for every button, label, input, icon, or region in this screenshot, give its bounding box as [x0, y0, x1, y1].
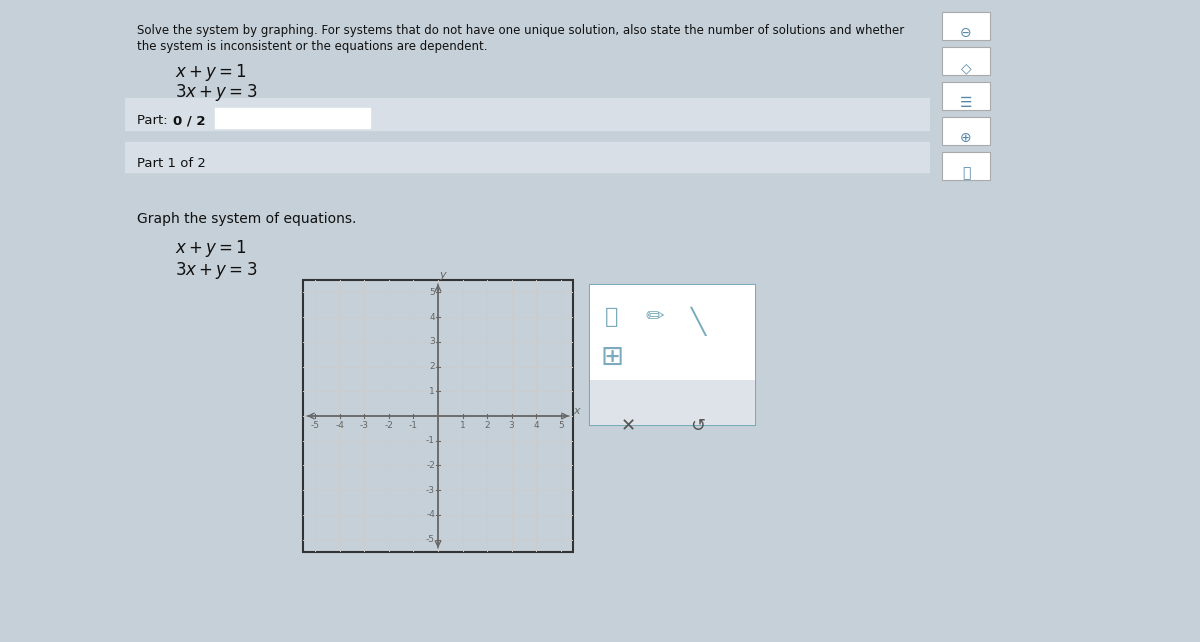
Bar — [125, 142, 930, 172]
Text: ⊖: ⊖ — [960, 26, 972, 40]
Text: y: y — [439, 270, 445, 281]
Text: ╲: ╲ — [690, 307, 706, 336]
Bar — [942, 47, 990, 75]
Text: $3x+y=3$: $3x+y=3$ — [175, 82, 257, 103]
Text: -2: -2 — [426, 461, 436, 470]
Bar — [590, 285, 755, 425]
Text: ◇: ◇ — [961, 61, 971, 75]
Text: ✕: ✕ — [620, 417, 636, 435]
Text: 1: 1 — [430, 386, 436, 395]
Text: 3: 3 — [509, 421, 515, 430]
Text: Part:: Part: — [137, 114, 172, 127]
Text: ⬜: ⬜ — [605, 307, 619, 327]
Text: 🖨: 🖨 — [962, 166, 970, 180]
Text: Part 1 of 2: Part 1 of 2 — [137, 157, 206, 170]
Text: -5: -5 — [311, 421, 319, 430]
Text: 4: 4 — [430, 313, 436, 322]
Text: ☰: ☰ — [960, 96, 972, 110]
Text: 4: 4 — [533, 421, 539, 430]
Text: 1: 1 — [460, 421, 466, 430]
Text: 2: 2 — [430, 362, 436, 371]
Text: the system is inconsistent or the equations are dependent.: the system is inconsistent or the equati… — [137, 40, 487, 53]
Bar — [215, 108, 370, 128]
Text: ⊕: ⊕ — [960, 131, 972, 145]
Text: -3: -3 — [426, 486, 436, 495]
Bar — [302, 280, 574, 552]
Text: Graph the system of equations.: Graph the system of equations. — [137, 212, 356, 226]
Text: -2: -2 — [384, 421, 394, 430]
Bar — [590, 285, 755, 380]
Text: ↺: ↺ — [690, 417, 706, 435]
Text: -4: -4 — [335, 421, 344, 430]
Text: 0 / 2: 0 / 2 — [173, 114, 205, 127]
Text: $x+y=1$: $x+y=1$ — [175, 238, 247, 259]
Text: $x+y=1$: $x+y=1$ — [175, 62, 247, 83]
Text: 5: 5 — [430, 288, 436, 297]
Text: -3: -3 — [360, 421, 368, 430]
Bar — [942, 117, 990, 145]
Bar — [942, 152, 990, 180]
Text: Solve the system by graphing. For systems that do not have one unique solution, : Solve the system by graphing. For system… — [137, 24, 905, 37]
Text: $3x+y=3$: $3x+y=3$ — [175, 260, 257, 281]
Text: 5: 5 — [558, 421, 564, 430]
Text: 3: 3 — [430, 337, 436, 346]
Text: -4: -4 — [426, 510, 436, 519]
Text: 2: 2 — [485, 421, 490, 430]
Text: -1: -1 — [426, 436, 436, 446]
Bar — [942, 12, 990, 40]
Bar — [942, 82, 990, 110]
Text: ✏: ✏ — [646, 307, 665, 327]
Bar — [590, 380, 755, 425]
Text: ⊞: ⊞ — [600, 343, 624, 371]
Text: -1: -1 — [409, 421, 418, 430]
Bar — [125, 98, 930, 130]
Text: x: x — [574, 406, 580, 416]
Text: -5: -5 — [426, 535, 436, 544]
